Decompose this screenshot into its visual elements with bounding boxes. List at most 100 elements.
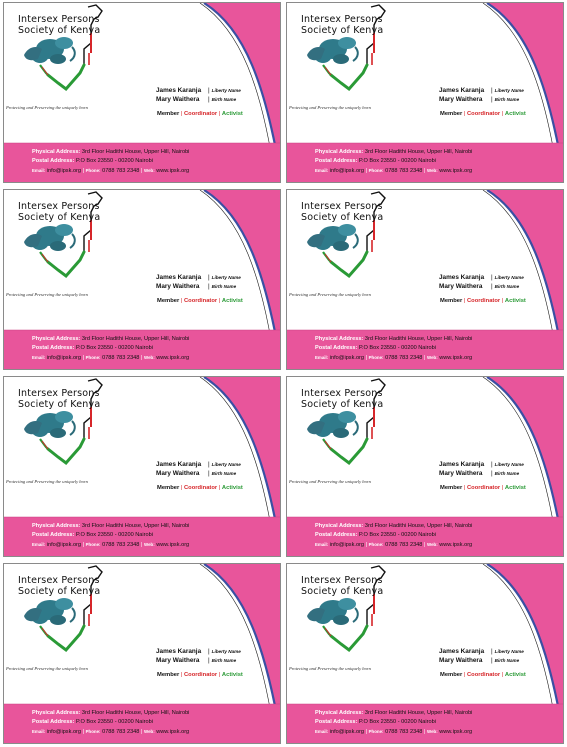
email-value[interactable]: info@ipsk.org <box>329 542 365 548</box>
separator: | <box>463 485 467 491</box>
postal-address: Postal Address: P.O Box 23550 - 00200 Na… <box>32 531 189 540</box>
email-label: Email: <box>32 542 46 547</box>
contact-line: Email: info@ipsk.org | Phone: 0788 783 2… <box>32 353 189 363</box>
org-name-line2: Society of Kenya <box>301 212 384 223</box>
phone-label: Phone: <box>85 168 101 173</box>
separator: | <box>463 298 467 304</box>
role-member: Member <box>440 111 463 117</box>
web-value[interactable]: www.ipsk.org <box>439 355 473 361</box>
person-name: James Karanja <box>439 461 485 468</box>
separator: | <box>491 274 493 281</box>
org-name-line1: Intersex Persons <box>18 575 100 586</box>
person-row: Mary Waithera | Birth Name <box>156 470 241 479</box>
org-name-line2: Society of Kenya <box>301 586 384 597</box>
person-row: James Karanja | Liberty Name <box>439 87 524 96</box>
physical-address: Physical Address: 3rd Floor Hadithi Hous… <box>32 148 189 157</box>
phone-value[interactable]: 0788 783 2348 <box>385 168 423 174</box>
person-name: James Karanja <box>156 274 202 281</box>
phone-value[interactable]: 0788 783 2348 <box>385 542 423 548</box>
roles-line: Member | Coordinator | Activist <box>157 672 243 678</box>
physical-address-label: Physical Address: <box>32 336 81 342</box>
person-row: Mary Waithera | Birth Name <box>439 96 524 105</box>
separator: | <box>423 729 426 735</box>
web-value[interactable]: www.ipsk.org <box>439 542 473 548</box>
email-value[interactable]: info@ipsk.org <box>46 542 82 548</box>
embryo-figure-icon <box>24 411 76 438</box>
separator: | <box>218 485 222 491</box>
person-name-type: Liberty Name <box>211 88 241 93</box>
web-value[interactable]: www.ipsk.org <box>439 168 473 174</box>
business-card: Intersex Persons Society of Kenya Protec… <box>286 2 564 183</box>
roles-line: Member | Coordinator | Activist <box>440 298 526 304</box>
person-name-type: Birth Name <box>211 97 237 102</box>
org-tagline: Protecting and Preserving the uniquely b… <box>6 105 88 110</box>
person-row: James Karanja | Liberty Name <box>156 274 241 283</box>
separator: | <box>208 470 210 477</box>
org-name-line2: Society of Kenya <box>18 399 101 410</box>
role-coordinator: Coordinator <box>466 111 501 117</box>
org-name-line1: Intersex Persons <box>18 14 100 25</box>
postal-address-label: Postal Address: <box>315 158 358 164</box>
web-label: Web: <box>144 355 155 360</box>
kenya-map-icon <box>307 191 386 279</box>
role-member: Member <box>440 485 463 491</box>
web-value[interactable]: www.ipsk.org <box>156 168 190 174</box>
postal-address-value: P.O Box 23550 - 00200 Nairobi <box>358 345 436 351</box>
business-card: Intersex Persons Society of Kenya Protec… <box>286 189 564 370</box>
web-label: Web: <box>427 355 438 360</box>
kenya-map-icon <box>24 4 103 92</box>
email-value[interactable]: info@ipsk.org <box>329 168 365 174</box>
person-name: Mary Waithera <box>439 657 483 664</box>
email-value[interactable]: info@ipsk.org <box>46 168 82 174</box>
org-name-line1: Intersex Persons <box>18 388 100 399</box>
physical-address-label: Physical Address: <box>315 336 364 342</box>
physical-address-value: 3rd Floor Hadithi House, Upper Hill, Nai… <box>364 149 473 155</box>
kenya-map-icon <box>24 565 103 653</box>
separator: | <box>218 111 222 117</box>
phone-value[interactable]: 0788 783 2348 <box>102 542 140 548</box>
postal-address-value: P.O Box 23550 - 00200 Nairobi <box>75 532 153 538</box>
postal-address-label: Postal Address: <box>315 345 358 351</box>
people-list: James Karanja | Liberty Name Mary Waithe… <box>156 461 241 479</box>
physical-address-label: Physical Address: <box>32 149 81 155</box>
email-value[interactable]: info@ipsk.org <box>46 729 82 735</box>
email-value[interactable]: info@ipsk.org <box>329 729 365 735</box>
phone-value[interactable]: 0788 783 2348 <box>385 355 423 361</box>
web-value[interactable]: www.ipsk.org <box>156 542 190 548</box>
phone-value[interactable]: 0788 783 2348 <box>102 168 140 174</box>
email-label: Email: <box>32 168 46 173</box>
email-label: Email: <box>315 729 329 734</box>
contact-block: Physical Address: 3rd Floor Hadithi Hous… <box>32 335 189 363</box>
web-value[interactable]: www.ipsk.org <box>156 729 190 735</box>
business-card: Intersex Persons Society of Kenya Protec… <box>3 189 281 370</box>
org-name-line2: Society of Kenya <box>301 25 384 36</box>
person-row: Mary Waithera | Birth Name <box>156 283 241 292</box>
phone-value[interactable]: 0788 783 2348 <box>102 729 140 735</box>
phone-value[interactable]: 0788 783 2348 <box>385 729 423 735</box>
person-name: James Karanja <box>156 461 202 468</box>
postal-address: Postal Address: P.O Box 23550 - 00200 Na… <box>315 531 472 540</box>
separator: | <box>491 648 493 655</box>
person-name: Mary Waithera <box>156 283 200 290</box>
org-title: Intersex Persons Society of Kenya <box>18 388 100 410</box>
email-value[interactable]: info@ipsk.org <box>329 355 365 361</box>
roles-line: Member | Coordinator | Activist <box>157 111 243 117</box>
role-activist: Activist <box>504 672 526 678</box>
separator: | <box>180 485 184 491</box>
embryo-figure-icon <box>307 224 359 251</box>
email-value[interactable]: info@ipsk.org <box>46 355 82 361</box>
person-name-type: Liberty Name <box>494 649 524 654</box>
web-value[interactable]: www.ipsk.org <box>439 729 473 735</box>
separator: | <box>365 542 368 548</box>
role-member: Member <box>440 298 463 304</box>
web-value[interactable]: www.ipsk.org <box>156 355 190 361</box>
phone-value[interactable]: 0788 783 2348 <box>102 355 140 361</box>
people-list: James Karanja | Liberty Name Mary Waithe… <box>439 87 524 105</box>
postal-address-value: P.O Box 23550 - 00200 Nairobi <box>358 719 436 725</box>
people-list: James Karanja | Liberty Name Mary Waithe… <box>439 274 524 292</box>
business-card: Intersex Persons Society of Kenya Protec… <box>3 2 281 183</box>
role-activist: Activist <box>504 485 526 491</box>
role-coordinator: Coordinator <box>466 672 501 678</box>
embryo-figure-icon <box>307 37 359 64</box>
